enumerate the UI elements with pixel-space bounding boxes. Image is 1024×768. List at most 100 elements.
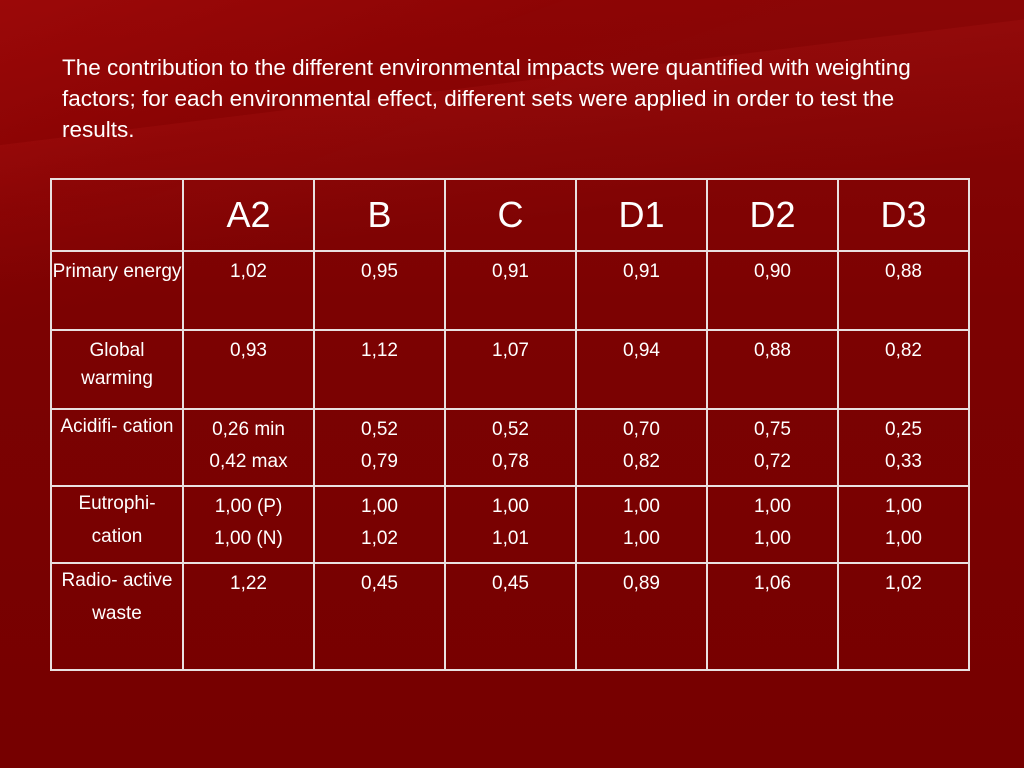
cell-value: 0,90 xyxy=(754,261,791,282)
table-cell: 0,82 xyxy=(837,329,970,410)
table-cell: 1,00 (P) 1,00 (N) xyxy=(182,485,315,564)
table-cell: 0,52 0,79 xyxy=(313,408,446,487)
table-cell: 0,95 xyxy=(313,250,446,331)
table-cell: 1,12 xyxy=(313,329,446,410)
row-label-line: waste xyxy=(92,603,142,624)
weighting-factors-table: A2 B C D1 D2 D3 Primary energy 1,02 0,95… xyxy=(50,178,970,671)
cell-value: 0,52 xyxy=(361,419,398,440)
table-cell: 0,25 0,33 xyxy=(837,408,970,487)
cell-value: 0,82 xyxy=(623,451,660,472)
row-label: Acidifi- cation xyxy=(50,408,184,487)
cell-value: 1,00 xyxy=(754,528,791,549)
table-cell: 1,02 xyxy=(837,562,970,671)
table-row-eutrophication: Eutrophi- cation 1,00 (P) 1,00 (N) 1,00 1,… xyxy=(50,485,970,564)
table-cell: 1,00 1,00 xyxy=(706,485,839,564)
cell-value: 1,00 xyxy=(623,496,660,517)
cell-value: 0,88 xyxy=(754,340,791,361)
table-cell: 0,26 min 0,42 max xyxy=(182,408,315,487)
table-cell: 1,00 1,02 xyxy=(313,485,446,564)
header-cell-a2: A2 xyxy=(182,178,315,252)
row-label-line: energy xyxy=(123,261,182,282)
cell-value: 1,02 xyxy=(230,261,267,282)
weighting-factors-table-container: A2 B C D1 D2 D3 Primary energy 1,02 0,95… xyxy=(50,178,970,671)
table-cell: 0,70 0,82 xyxy=(575,408,708,487)
cell-value: 1,00 (N) xyxy=(214,528,283,549)
cell-value: 1,00 xyxy=(492,496,529,517)
cell-value: 0,75 xyxy=(754,419,791,440)
row-label: Global warming xyxy=(50,329,184,410)
row-label-line: Primary xyxy=(52,261,119,282)
cell-value: 1,01 xyxy=(492,528,529,549)
table-cell: 0,45 xyxy=(313,562,446,671)
cell-value: 1,00 xyxy=(361,496,398,517)
cell-value: 1,00 xyxy=(754,496,791,517)
cell-value: 0,52 xyxy=(492,419,529,440)
cell-value: 0,42 max xyxy=(209,451,288,472)
row-label-line: Global xyxy=(89,340,145,361)
cell-value: 1,00 (P) xyxy=(214,496,283,517)
table-row-global-warming: Global warming 0,93 1,12 1,07 0,94 0,88 … xyxy=(50,329,970,410)
cell-value: 1,00 xyxy=(885,528,922,549)
cell-value: 0,82 xyxy=(885,340,922,361)
table-cell: 1,02 xyxy=(182,250,315,331)
table-row-primary-energy: Primary energy 1,02 0,95 0,91 0,91 0,90 … xyxy=(50,250,970,331)
table-cell: 0,94 xyxy=(575,329,708,410)
header-cell-d3: D3 xyxy=(837,178,970,252)
row-label: Radio- active waste xyxy=(50,562,184,671)
header-cell-d1: D1 xyxy=(575,178,708,252)
row-label: Eutrophi- cation xyxy=(50,485,184,564)
cell-value: 1,00 xyxy=(623,528,660,549)
table-cell: 1,07 xyxy=(444,329,577,410)
table-cell: 0,75 0,72 xyxy=(706,408,839,487)
row-label-line: active xyxy=(122,570,173,591)
table-row-radioactive-waste: Radio- active waste 1,22 0,45 0,45 0,89 … xyxy=(50,562,970,671)
row-label-line: cation xyxy=(122,416,174,437)
header-cell-empty xyxy=(50,178,184,252)
table-cell: 0,88 xyxy=(706,329,839,410)
header-cell-c: C xyxy=(444,178,577,252)
cell-value: 1,00 xyxy=(885,496,922,517)
cell-value: 1,22 xyxy=(230,573,267,594)
table-cell: 0,90 xyxy=(706,250,839,331)
table-cell: 0,91 xyxy=(444,250,577,331)
cell-value: 0,70 xyxy=(623,419,660,440)
cell-value: 1,12 xyxy=(361,340,398,361)
table-cell: 0,88 xyxy=(837,250,970,331)
table-cell: 0,89 xyxy=(575,562,708,671)
table-cell: 1,06 xyxy=(706,562,839,671)
cell-value: 0,25 xyxy=(885,419,922,440)
row-label: Primary energy xyxy=(50,250,184,331)
slide-text: The contribution to the different enviro… xyxy=(62,55,911,142)
cell-value: 0,91 xyxy=(492,261,529,282)
row-label-line: Acidifi- xyxy=(60,416,118,437)
table-cell: 1,00 1,01 xyxy=(444,485,577,564)
cell-value: 0,91 xyxy=(623,261,660,282)
row-label-line: cation xyxy=(91,526,143,547)
cell-value: 1,02 xyxy=(361,528,398,549)
table-cell: 0,52 0,78 xyxy=(444,408,577,487)
table-header-row: A2 B C D1 D2 D3 xyxy=(50,178,970,252)
cell-value: 0,95 xyxy=(361,261,398,282)
header-cell-b: B xyxy=(313,178,446,252)
row-label-line: warming xyxy=(81,368,153,389)
row-label-line: Radio- xyxy=(61,570,118,591)
table-cell: 0,45 xyxy=(444,562,577,671)
cell-value: 0,79 xyxy=(361,451,398,472)
cell-value: 0,93 xyxy=(230,340,267,361)
cell-value: 1,02 xyxy=(885,573,922,594)
table-cell: 1,00 1,00 xyxy=(837,485,970,564)
table-cell: 0,93 xyxy=(182,329,315,410)
cell-value: 0,88 xyxy=(885,261,922,282)
cell-value: 0,94 xyxy=(623,340,660,361)
row-label-line: Eutrophi- xyxy=(78,493,156,514)
table-cell: 1,22 xyxy=(182,562,315,671)
cell-value: 1,06 xyxy=(754,573,791,594)
cell-value: 0,72 xyxy=(754,451,791,472)
cell-value: 1,07 xyxy=(492,340,529,361)
table-cell: 0,91 xyxy=(575,250,708,331)
cell-value: 0,78 xyxy=(492,451,529,472)
table-cell: 1,00 1,00 xyxy=(575,485,708,564)
cell-value: 0,45 xyxy=(492,573,529,594)
cell-value: 0,33 xyxy=(885,451,922,472)
header-cell-d2: D2 xyxy=(706,178,839,252)
